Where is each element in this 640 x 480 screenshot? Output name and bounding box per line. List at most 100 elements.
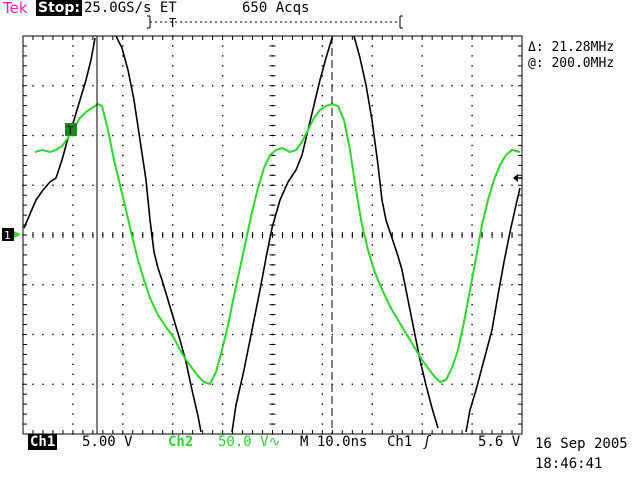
grid-dot xyxy=(371,45,373,47)
grid-dot xyxy=(471,154,473,157)
grid-dot xyxy=(72,244,74,246)
grid-dot xyxy=(221,254,224,256)
grid-dot xyxy=(471,204,473,206)
grid-dot xyxy=(511,134,513,137)
grid-dot xyxy=(441,333,443,336)
grid-dot xyxy=(221,164,224,167)
grid-dot xyxy=(72,274,74,276)
grid-dot xyxy=(62,85,64,87)
grid-dot xyxy=(62,333,64,336)
grid-dot xyxy=(72,204,74,206)
grid-dot xyxy=(421,274,423,276)
grid-dot xyxy=(461,184,463,186)
grid-dot xyxy=(451,284,453,286)
grid-dot xyxy=(122,413,124,415)
grid-dot xyxy=(391,184,393,186)
grid-dot xyxy=(42,85,44,87)
grid-dot xyxy=(371,204,373,206)
grid-dot xyxy=(371,194,373,196)
grid-dot xyxy=(251,333,254,336)
grid-dot xyxy=(251,134,254,137)
grid-dot xyxy=(122,284,124,286)
grid-dot xyxy=(221,224,224,226)
grid-dot xyxy=(201,184,204,186)
grid-dot xyxy=(72,413,74,415)
grid-dot xyxy=(511,85,513,87)
grid-dot xyxy=(341,284,344,286)
grid-dot xyxy=(191,284,194,286)
grid-dot xyxy=(82,284,84,286)
grid-dot xyxy=(172,244,174,246)
grid-dot xyxy=(391,284,393,286)
trigger-level-arrow-icon[interactable] xyxy=(513,174,522,182)
grid-dot xyxy=(241,383,244,385)
grid-dot xyxy=(291,284,294,286)
grid-dot xyxy=(172,363,174,366)
grid-dot xyxy=(411,333,413,336)
grid-dot xyxy=(251,284,254,286)
grid-dot xyxy=(311,184,314,186)
grid-dot xyxy=(221,423,224,425)
grid-dot xyxy=(201,134,204,137)
grid-dot xyxy=(72,303,74,306)
grid-dot xyxy=(491,333,493,336)
grid-dot xyxy=(421,144,423,147)
grid-dot xyxy=(321,134,324,137)
ch1-ground-marker-icon[interactable]: 1 xyxy=(2,228,21,242)
grid-dot xyxy=(152,134,154,137)
ch1-scale: 5.00 V xyxy=(82,434,133,450)
grid-dot xyxy=(401,85,403,87)
grid-dot xyxy=(391,383,393,385)
grid-dot xyxy=(221,383,224,385)
grid-dot xyxy=(172,154,174,157)
grid-dot xyxy=(501,85,503,87)
grid-dot xyxy=(421,204,423,206)
grid-dot xyxy=(511,184,513,186)
grid-dot xyxy=(471,264,473,266)
trigger-source: Ch1 xyxy=(387,434,413,450)
grid-dot xyxy=(231,383,234,385)
trigger-marker-icon[interactable]: T xyxy=(65,123,77,137)
grid-dot xyxy=(321,313,324,316)
ch1-label[interactable]: Ch1 xyxy=(28,434,58,450)
grid-dot xyxy=(311,333,314,336)
grid-dot xyxy=(471,284,473,286)
grid-dot xyxy=(201,383,204,385)
grid-dot xyxy=(221,373,224,375)
grid-dot xyxy=(431,383,433,385)
run-status[interactable]: Stop: xyxy=(36,0,83,16)
grid-dot xyxy=(351,333,354,336)
grid-dot xyxy=(291,85,294,87)
grid-dot xyxy=(172,284,174,286)
grid-dot xyxy=(172,214,174,216)
grid-dot xyxy=(361,284,364,286)
grid-dot xyxy=(351,134,354,137)
grid-dot xyxy=(172,194,174,196)
ch2-label[interactable]: Ch2 xyxy=(168,434,194,450)
grid-dot xyxy=(122,204,124,206)
grid-dot xyxy=(102,85,104,87)
grid-dot xyxy=(72,214,74,216)
grid-dot xyxy=(281,184,284,186)
grid-dot xyxy=(301,184,304,186)
grid-dot xyxy=(321,373,324,375)
grid-dot xyxy=(471,254,473,256)
grid-dot xyxy=(371,134,373,137)
grid-dot xyxy=(172,55,174,57)
grid-dot xyxy=(152,383,154,385)
grid-dot xyxy=(471,353,473,356)
grid-dot xyxy=(381,284,383,286)
grid-dot xyxy=(421,55,423,57)
grid-dot xyxy=(181,134,184,137)
grid-dot xyxy=(361,383,364,385)
grid-dot xyxy=(261,383,264,385)
grid-dot xyxy=(491,284,493,286)
grid-dot xyxy=(102,333,104,336)
grid-dot xyxy=(421,65,423,67)
grid-dot xyxy=(281,333,284,336)
grid-dot xyxy=(411,134,413,137)
grid-dot xyxy=(261,284,264,286)
grid-dot xyxy=(321,423,324,425)
grid-dot xyxy=(351,383,354,385)
